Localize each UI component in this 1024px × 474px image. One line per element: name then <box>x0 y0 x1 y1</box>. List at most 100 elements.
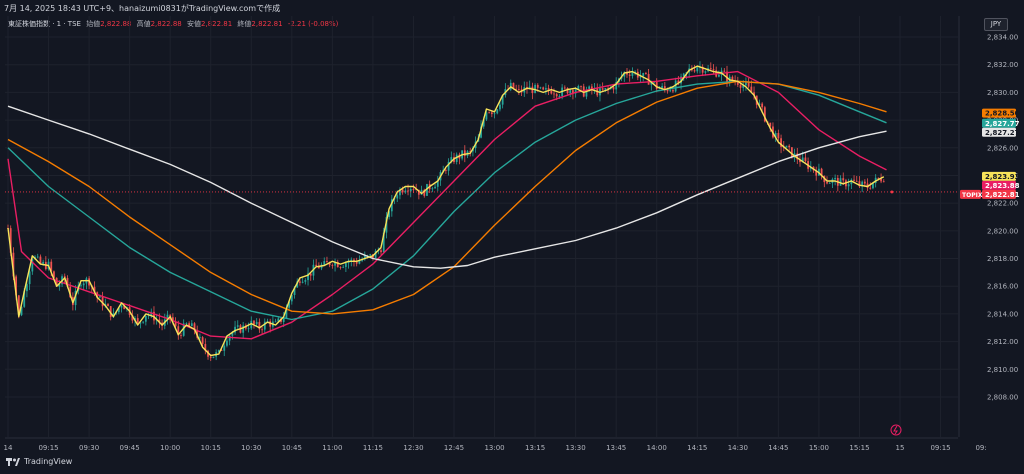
candle[interactable] <box>545 83 547 95</box>
candle[interactable] <box>304 278 307 285</box>
candle[interactable] <box>309 273 312 281</box>
candle[interactable] <box>517 84 520 96</box>
candle[interactable] <box>836 174 839 192</box>
candle[interactable] <box>290 293 293 305</box>
candle[interactable] <box>120 303 123 313</box>
candle[interactable] <box>563 85 566 90</box>
candle[interactable] <box>199 333 201 341</box>
candle[interactable] <box>723 68 726 73</box>
candle[interactable] <box>842 172 845 186</box>
candle[interactable] <box>566 87 569 95</box>
candle[interactable] <box>247 322 250 333</box>
candle[interactable] <box>490 110 493 118</box>
candle[interactable] <box>872 182 874 190</box>
candle[interactable] <box>696 66 699 74</box>
candle[interactable] <box>831 177 834 188</box>
candle[interactable] <box>258 318 261 333</box>
candle[interactable] <box>701 64 704 77</box>
candle[interactable] <box>236 320 239 330</box>
candle[interactable] <box>431 186 434 193</box>
candle[interactable] <box>299 278 301 286</box>
candle[interactable] <box>301 277 304 284</box>
candle[interactable] <box>615 77 618 94</box>
candle[interactable] <box>709 62 712 70</box>
candle[interactable] <box>263 318 266 333</box>
candle[interactable] <box>355 257 358 267</box>
candle[interactable] <box>542 86 545 91</box>
candle[interactable] <box>423 188 426 198</box>
candle[interactable] <box>455 152 458 165</box>
candle[interactable] <box>339 266 342 270</box>
candle[interactable] <box>271 315 274 330</box>
candle[interactable] <box>226 337 228 348</box>
candle[interactable] <box>153 306 155 325</box>
candle[interactable] <box>166 310 169 325</box>
candle[interactable] <box>493 112 496 119</box>
candle[interactable] <box>177 320 180 340</box>
candle[interactable] <box>261 326 263 335</box>
candle[interactable] <box>85 276 88 290</box>
candle[interactable] <box>785 145 788 148</box>
candle[interactable] <box>539 86 542 90</box>
candle[interactable] <box>193 322 196 335</box>
candle[interactable] <box>631 67 634 79</box>
candle[interactable] <box>142 321 145 324</box>
candle[interactable] <box>815 166 818 181</box>
candle[interactable] <box>342 264 345 269</box>
candle[interactable] <box>499 100 501 112</box>
candle[interactable] <box>39 254 42 265</box>
candle[interactable] <box>80 283 82 288</box>
candle[interactable] <box>436 175 439 192</box>
candle[interactable] <box>255 318 258 327</box>
candle[interactable] <box>739 83 742 94</box>
candle[interactable] <box>458 152 461 165</box>
candle[interactable] <box>672 88 674 94</box>
candle[interactable] <box>28 268 31 291</box>
candle[interactable] <box>693 64 696 73</box>
candle[interactable] <box>353 258 355 267</box>
candle[interactable] <box>404 187 407 194</box>
candle[interactable] <box>645 71 647 75</box>
candle[interactable] <box>747 77 750 89</box>
candle[interactable] <box>572 88 574 100</box>
candle[interactable] <box>315 259 318 267</box>
candle[interactable] <box>820 167 823 180</box>
candle[interactable] <box>882 179 885 183</box>
candle[interactable] <box>390 194 393 217</box>
candle[interactable] <box>869 182 872 190</box>
candle[interactable] <box>655 78 658 93</box>
currency-button[interactable]: JPY <box>984 18 1008 31</box>
candle[interactable] <box>804 152 807 163</box>
candle[interactable] <box>845 178 847 190</box>
candle[interactable] <box>331 263 334 269</box>
candle[interactable] <box>347 258 350 269</box>
candle[interactable] <box>834 174 837 186</box>
candle[interactable] <box>858 176 861 188</box>
candle[interactable] <box>139 322 142 329</box>
candle[interactable] <box>409 187 412 198</box>
candle[interactable] <box>274 318 277 323</box>
candle[interactable] <box>136 314 139 325</box>
candle[interactable] <box>107 303 109 307</box>
candle[interactable] <box>101 291 104 311</box>
candle[interactable] <box>839 175 842 186</box>
candle[interactable] <box>763 105 766 123</box>
candle[interactable] <box>531 82 534 100</box>
candle[interactable] <box>753 86 755 100</box>
candle[interactable] <box>847 178 850 191</box>
candle[interactable] <box>269 318 272 333</box>
candle[interactable] <box>317 262 320 269</box>
candle[interactable] <box>569 88 572 97</box>
candle[interactable] <box>850 178 853 190</box>
event-bolt-icon[interactable] <box>890 424 902 436</box>
candle[interactable] <box>74 285 77 311</box>
candle[interactable] <box>212 356 215 359</box>
candle[interactable] <box>307 267 309 286</box>
candle[interactable] <box>323 257 326 266</box>
candle[interactable] <box>334 258 336 272</box>
candle[interactable] <box>190 320 193 327</box>
candle[interactable] <box>426 183 428 196</box>
candle[interactable] <box>534 83 536 94</box>
candle[interactable] <box>712 64 715 75</box>
